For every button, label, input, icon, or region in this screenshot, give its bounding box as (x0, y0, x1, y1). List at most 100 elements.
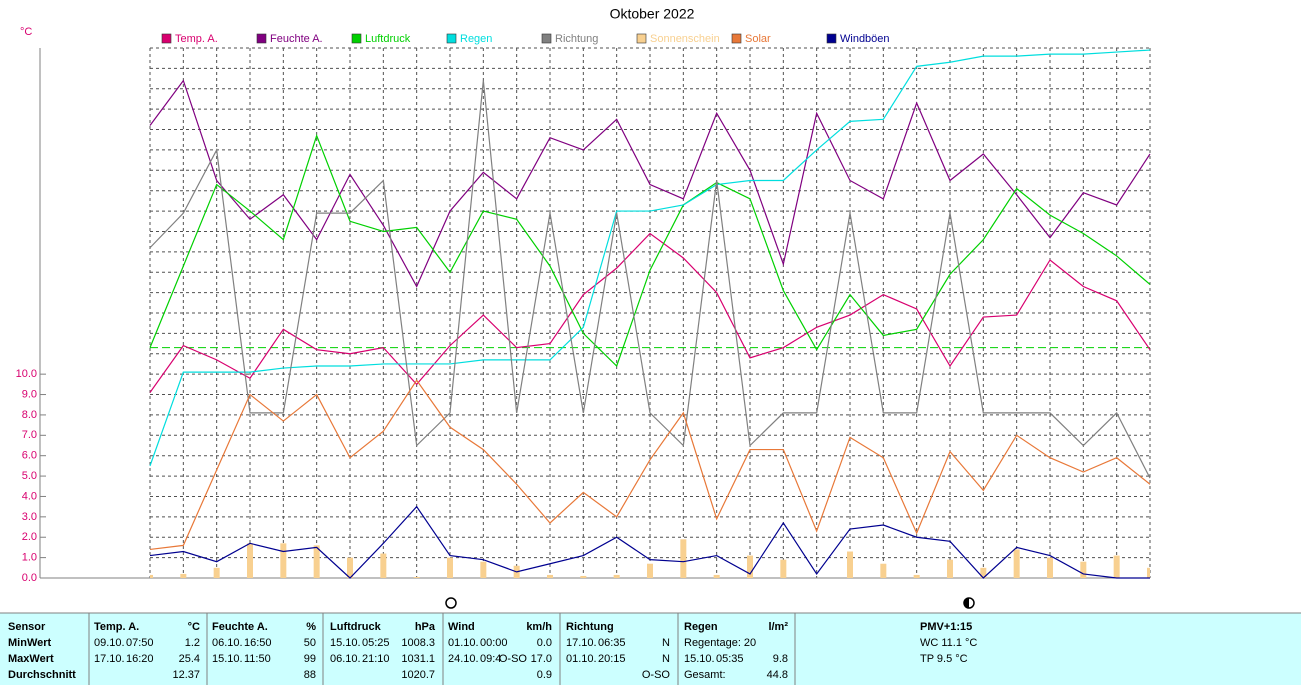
y-tick-label: 9.0 (22, 388, 37, 400)
table-cell: WC 11.1 °C (920, 637, 977, 649)
table-cell: Gesamt: (684, 669, 726, 681)
y-tick-label: 4.0 (22, 490, 37, 502)
table-cell: 00:00 (480, 637, 508, 649)
sunshine-bar (880, 563, 887, 578)
table-unit: hPa (415, 621, 436, 633)
sunshine-bar (747, 555, 753, 578)
y-tick-label: 0.0 (22, 572, 37, 584)
legend-label: Luftdruck (365, 33, 411, 45)
table-unit: l/m² (768, 621, 788, 633)
table-cell: O-SO (499, 653, 528, 665)
table-header: Temp. A. (94, 621, 139, 633)
legend-swatch (161, 33, 172, 44)
sunshine-bar (613, 574, 620, 578)
table-cell: 15.10. (330, 637, 361, 649)
table-cell: Regentage: 20 (684, 637, 756, 649)
sunshine-bar (1113, 555, 1120, 578)
table-header: Wind (448, 621, 475, 633)
table-unit: °C (188, 621, 200, 633)
sunshine-bar (947, 559, 953, 578)
legend-swatch (731, 33, 742, 44)
sunshine-bar (580, 575, 587, 578)
sunshine-bar (280, 543, 287, 578)
table-cell: 06.10. (212, 637, 243, 649)
series-line (149, 232, 1151, 393)
sunshine-bar (547, 574, 553, 578)
sunshine-bar (347, 557, 353, 578)
y-tick-label: 5.0 (22, 470, 37, 482)
table-cell: 17.0 (531, 653, 552, 665)
sunshine-bar (213, 567, 220, 578)
legend-label: Solar (745, 33, 771, 45)
table-cell: N (662, 653, 670, 665)
half-moon-shade (964, 598, 969, 608)
table-cell: 16:20 (126, 653, 154, 665)
legend-swatch (636, 33, 647, 44)
sunshine-bar (1013, 549, 1020, 578)
table-unit: km/h (526, 621, 552, 633)
legend-swatch (541, 33, 552, 44)
table-cell: 09.10. (94, 637, 125, 649)
series-line (149, 379, 1151, 551)
sunshine-bar (1147, 567, 1150, 578)
table-cell: 11:50 (244, 653, 271, 665)
table-cell: 9.8 (773, 653, 788, 665)
series-line (149, 505, 1150, 579)
y-tick-label: 2.0 (22, 531, 37, 543)
legend-label: Regen (460, 33, 492, 45)
table-cell: 09:4 (480, 653, 501, 665)
legend-swatch (351, 33, 362, 44)
table-header: Luftdruck (330, 621, 382, 633)
table-cell: 25.4 (179, 653, 200, 665)
legend-swatch (446, 33, 457, 44)
table-cell: 50 (304, 637, 316, 649)
table-cell: 0.9 (537, 669, 552, 681)
sunshine-bar (480, 561, 487, 578)
y-unit: °C (20, 26, 32, 38)
table-cell: TP 9.5 °C (920, 653, 968, 665)
table-cell: 16:50 (244, 637, 272, 649)
sunshine-bar (447, 557, 453, 578)
series-line (149, 133, 1151, 368)
sunshine-bar (913, 574, 920, 578)
y-tick-label: 10.0 (16, 368, 37, 380)
sunshine-bar (380, 553, 387, 578)
table-cell: 1020.7 (401, 669, 435, 681)
sunshine-bar (1080, 561, 1087, 578)
sunshine-bar (180, 573, 187, 578)
row-label: Durchschnitt (8, 669, 76, 681)
table-cell: 12.37 (172, 669, 200, 681)
legend-swatch (256, 33, 267, 44)
sunshine-bar (647, 563, 653, 578)
legend-label: Windböen (840, 33, 890, 45)
sunshine-bar (1047, 557, 1053, 578)
table-cell: 0.0 (537, 637, 552, 649)
legend-swatch (826, 33, 837, 44)
series-line (149, 79, 1151, 288)
sunshine-bar (713, 574, 720, 578)
sunshine-bar (847, 551, 853, 578)
sunshine-bar (150, 574, 153, 578)
table-background (0, 613, 1301, 685)
y-tick-label: 1.0 (22, 552, 37, 564)
table-cell: 07:50 (126, 637, 154, 649)
table-cell: 1008.3 (401, 637, 435, 649)
sunshine-bar (680, 539, 687, 578)
full-moon-icon (445, 597, 457, 609)
sunshine-bar (413, 576, 420, 578)
table-cell: 01.10. (566, 653, 597, 665)
table-header: Feuchte A. (212, 621, 268, 633)
table-cell: 17.10. (94, 653, 125, 665)
table-cell: 01.10. (448, 637, 479, 649)
y-tick-label: 7.0 (22, 429, 37, 441)
table-cell: 06:35 (598, 637, 626, 649)
table-header: Regen (684, 621, 718, 633)
table-cell: 21:10 (362, 653, 390, 665)
table-unit: % (306, 621, 316, 633)
table-header: PMV+1:15 (920, 621, 972, 633)
y-tick-label: 3.0 (22, 511, 37, 523)
table-cell: 1.2 (185, 637, 200, 649)
sunshine-bar (247, 543, 253, 578)
legend-label: Richtung (555, 33, 598, 45)
legend-label: Feuchte A. (270, 33, 323, 45)
